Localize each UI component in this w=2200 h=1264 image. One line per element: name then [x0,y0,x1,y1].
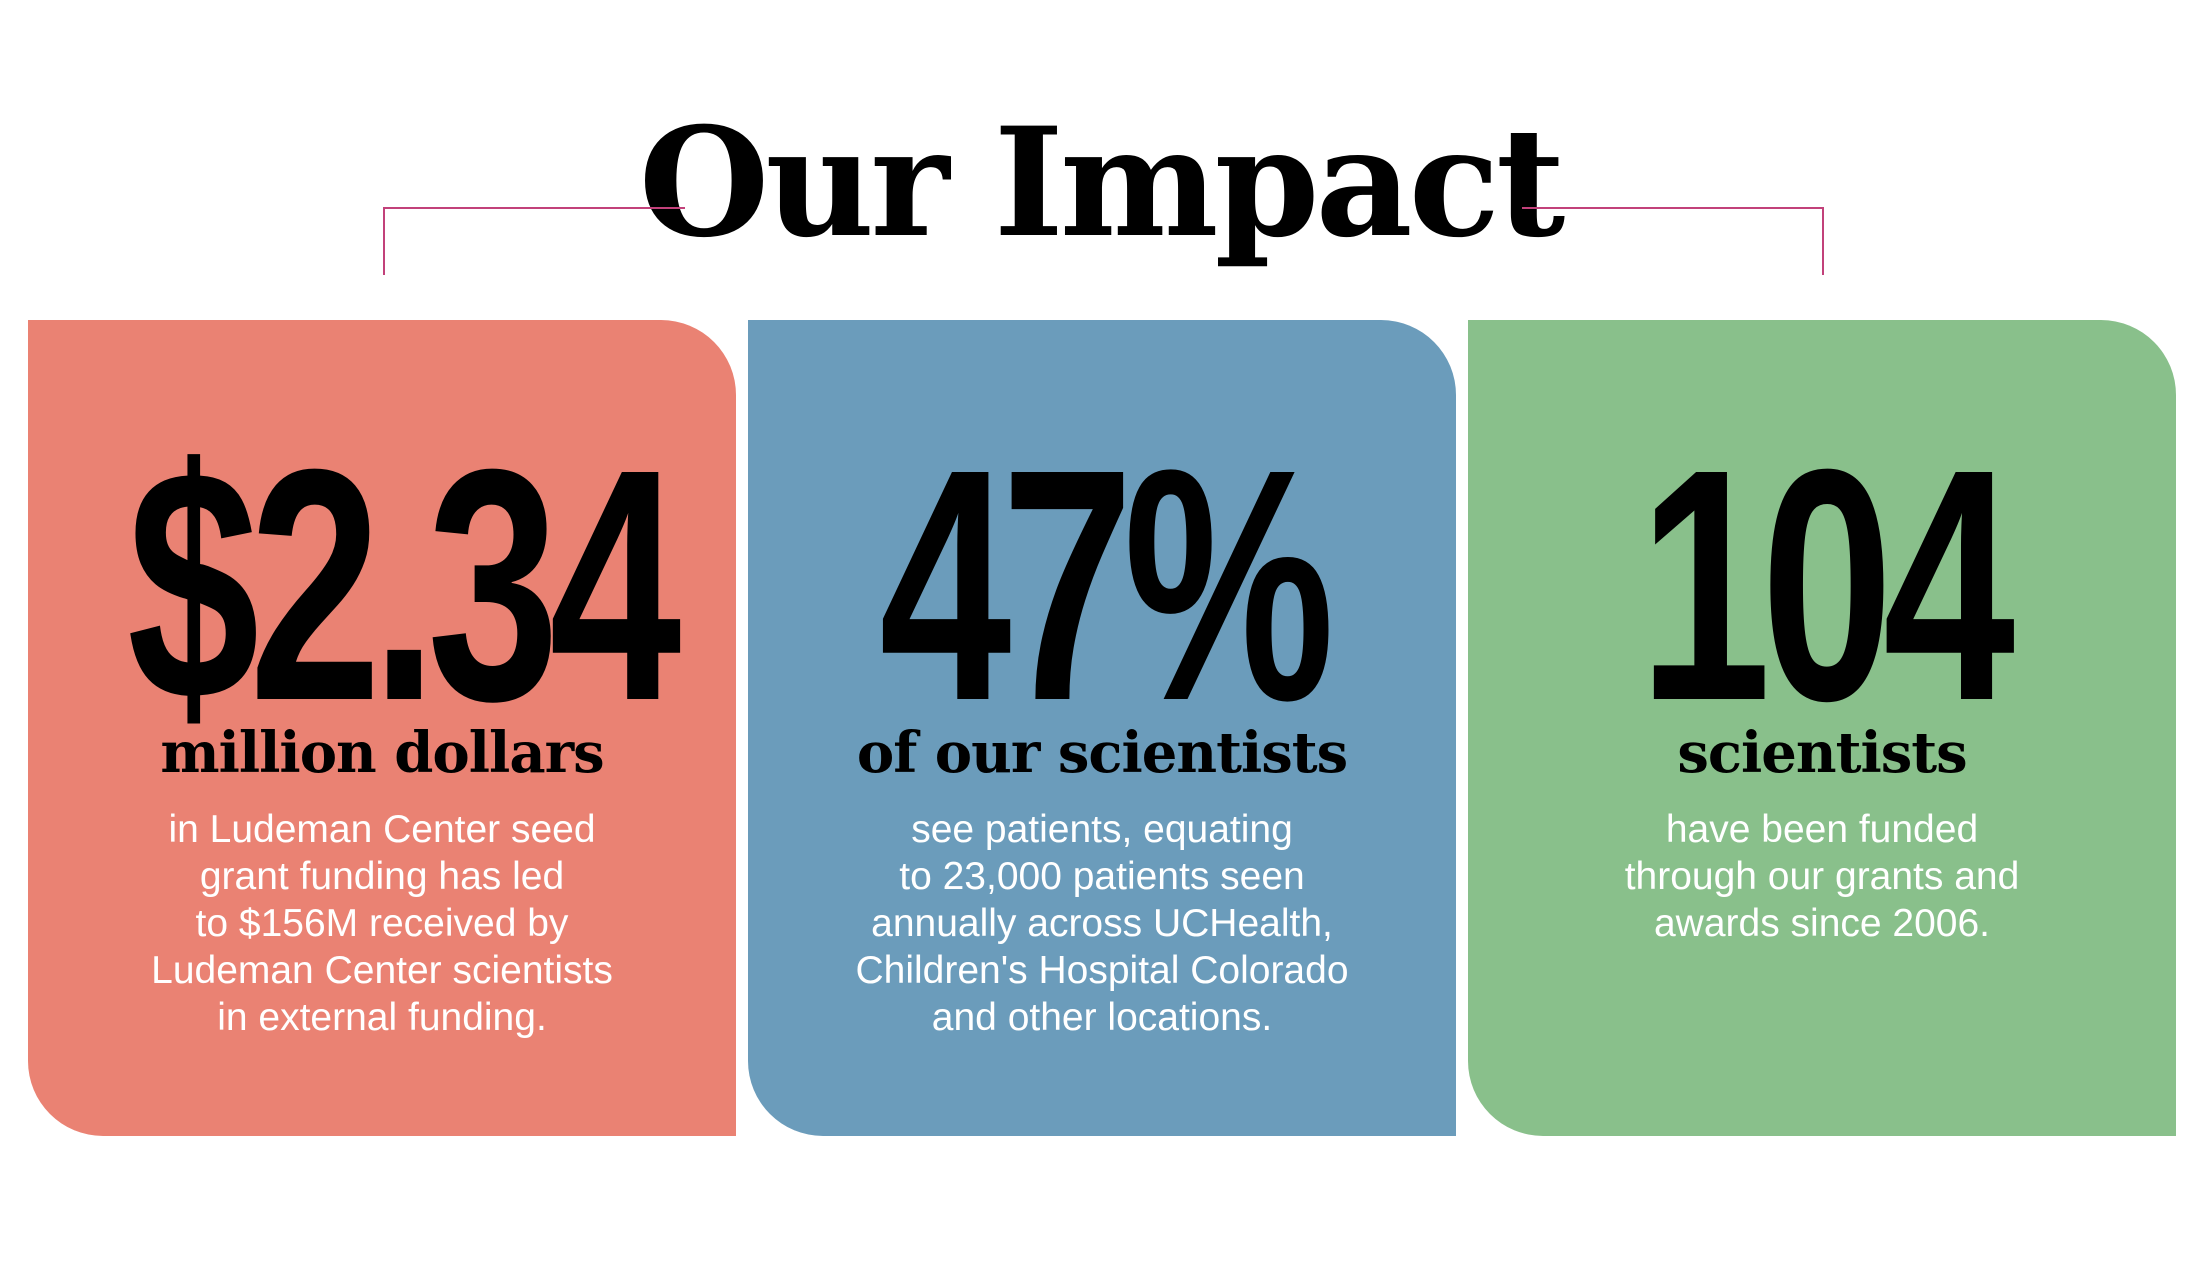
stat-subhead: million dollars [160,720,604,786]
description-line: Children's Hospital Colorado [855,949,1349,992]
description-line: and other locations. [931,996,1273,1039]
description-line: through our grants and [1624,855,2020,898]
description-line: have been funded [1665,808,1979,851]
stat-number: 104 [1638,400,2015,769]
description-line: awards since 2006. [1653,902,1991,945]
description-line: in external funding. [217,996,547,1039]
stat-description: have been funded through our grants and … [1468,806,2176,947]
impact-card-patients: 47% of our scientists see patients, equa… [748,320,1456,1136]
description-line: annually across UCHealth, [871,902,1333,945]
page-title: Our Impact [638,95,1566,271]
description-line: to $156M received by [195,902,569,945]
impact-card-scientists: 104 scientists have been funded through … [1468,320,2176,1136]
stat-subhead: scientists [1677,720,1967,786]
right-bracket-decoration [1522,207,1824,275]
description-line: see patients, equating [911,808,1293,851]
left-bracket-decoration [383,207,685,275]
description-line: in Ludeman Center seed [168,808,596,851]
impact-card-funding: $2.34 million dollars in Ludeman Center … [28,320,736,1136]
stat-subhead: of our scientists [856,720,1348,786]
stat-description: in Ludeman Center seed grant funding has… [28,806,736,1041]
description-line: Ludeman Center scientists [151,949,613,992]
description-line: to 23,000 patients seen [899,855,1305,898]
description-line: grant funding has led [199,855,565,898]
stat-number: $2.34 [127,400,681,769]
stat-description: see patients, equating to 23,000 patient… [748,806,1456,1041]
stat-number: 47% [879,400,1334,769]
